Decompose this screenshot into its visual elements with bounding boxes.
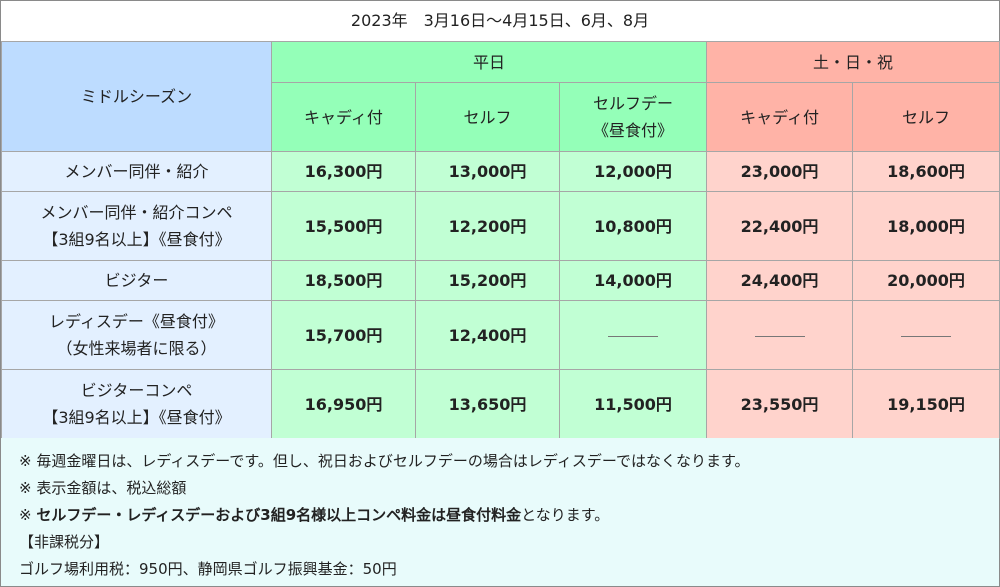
dash-line: [608, 335, 658, 337]
price-cell: 12,000円: [558, 151, 708, 192]
col-header-selfday-line1: セルフデー: [593, 94, 674, 113]
price-cell: 11,500円: [558, 369, 708, 439]
price-cell: 15,500円: [271, 191, 416, 261]
row-label-line1: メンバー同伴・紹介コンペ: [40, 203, 233, 222]
price-cell: 18,000円: [852, 191, 1000, 261]
table-row: メンバー同伴・紹介コンペ 【3組9名以上】《昼食付》 15,500円 12,20…: [1, 191, 1000, 261]
table-row: レディスデー《昼食付》 （女性来場者に限る） 15,700円 12,400円: [1, 300, 1000, 370]
note-lunch-prefix: ※: [19, 506, 37, 524]
not-available-cell: [706, 300, 854, 370]
row-label: メンバー同伴・紹介コンペ 【3組9名以上】《昼食付》: [1, 191, 272, 261]
note-nontax-heading: 【非課税分】: [19, 533, 110, 551]
price-table: ミドルシーズン 平日 土・日・祝 キャディ付 セルフ セルフデー 《昼食付》 キ…: [1, 41, 1000, 439]
price-cell: 12,200円: [415, 191, 560, 261]
row-label: レディスデー《昼食付》 （女性来場者に限る）: [1, 300, 272, 370]
row-label-line1: レディスデー《昼食付》: [49, 312, 224, 331]
price-cell: 22,400円: [706, 191, 854, 261]
col-header-we-caddie: キャディ付: [706, 82, 854, 152]
col-header-wd-caddie: キャディ付: [271, 82, 416, 152]
not-available-cell: [852, 300, 1000, 370]
price-cell: 15,700円: [271, 300, 416, 370]
row-label: ビジター: [1, 260, 272, 301]
not-available-cell: [558, 300, 708, 370]
price-cell: 16,300円: [271, 151, 416, 192]
row-label-line2: （女性来場者に限る）: [56, 339, 217, 358]
table-row: ビジターコンペ 【3組9名以上】《昼食付》 16,950円 13,650円 11…: [1, 369, 1000, 439]
price-cell: 18,600円: [852, 151, 1000, 192]
price-cell: 18,500円: [271, 260, 416, 301]
price-cell: 20,000円: [852, 260, 1000, 301]
row-label-line1: ビジターコンペ: [80, 381, 193, 400]
dash-line: [754, 335, 805, 337]
season-header: ミドルシーズン: [1, 41, 272, 152]
table-row: メンバー同伴・紹介 16,300円 13,000円 12,000円 23,000…: [1, 151, 1000, 192]
period-title: 2023年 3月16日～4月15日、6月、8月: [1, 1, 999, 41]
price-cell: 15,200円: [415, 260, 560, 301]
note-nontax-detail: ゴルフ場利用税：950円、静岡県ゴルフ振興基金：50円: [19, 560, 397, 578]
dash-line: [901, 335, 952, 337]
price-cell: 12,400円: [415, 300, 560, 370]
price-cell: 23,550円: [706, 369, 854, 439]
note-lunch-suffix: となります。: [521, 506, 610, 524]
table-row: ビジター 18,500円 15,200円 14,000円 24,400円 20,…: [1, 260, 1000, 301]
col-header-we-self: セルフ: [852, 82, 1000, 152]
price-cell: 16,950円: [271, 369, 416, 439]
weekend-header: 土・日・祝: [706, 41, 1000, 83]
row-label-line2: 【3組9名以上】《昼食付》: [42, 230, 231, 249]
price-cell: 13,000円: [415, 151, 560, 192]
price-cell: 13,650円: [415, 369, 560, 439]
note-lunch-included: ※ セルフデー・レディスデーおよび3組9名様以上コンペ料金は昼食付料金となります…: [19, 505, 609, 525]
note-ladies-day: ※ 毎週金曜日は、レディスデーです。但し、祝日およびセルフデーの場合はレディスデ…: [19, 452, 750, 470]
row-label: メンバー同伴・紹介: [1, 151, 272, 192]
row-label: ビジターコンペ 【3組9名以上】《昼食付》: [1, 369, 272, 439]
price-cell: 10,800円: [558, 191, 708, 261]
price-cell: 14,000円: [558, 260, 708, 301]
price-cell: 23,000円: [706, 151, 854, 192]
col-header-wd-self: セルフ: [415, 82, 560, 152]
price-cell: 24,400円: [706, 260, 854, 301]
col-header-wd-selfday: セルフデー 《昼食付》: [558, 82, 708, 152]
price-cell: 19,150円: [852, 369, 1000, 439]
col-header-selfday-line2: 《昼食付》: [593, 121, 674, 140]
row-label-line2: 【3組9名以上】《昼食付》: [42, 408, 231, 427]
notes-section: ※ 毎週金曜日は、レディスデーです。但し、祝日およびセルフデーの場合はレディスデ…: [1, 438, 999, 586]
note-lunch-bold: セルフデー・レディスデーおよび3組9名様以上コンペ料金は昼食付料金: [36, 506, 522, 524]
weekday-header: 平日: [270, 41, 708, 83]
note-tax-included: ※ 表示金額は、税込総額: [19, 479, 187, 497]
